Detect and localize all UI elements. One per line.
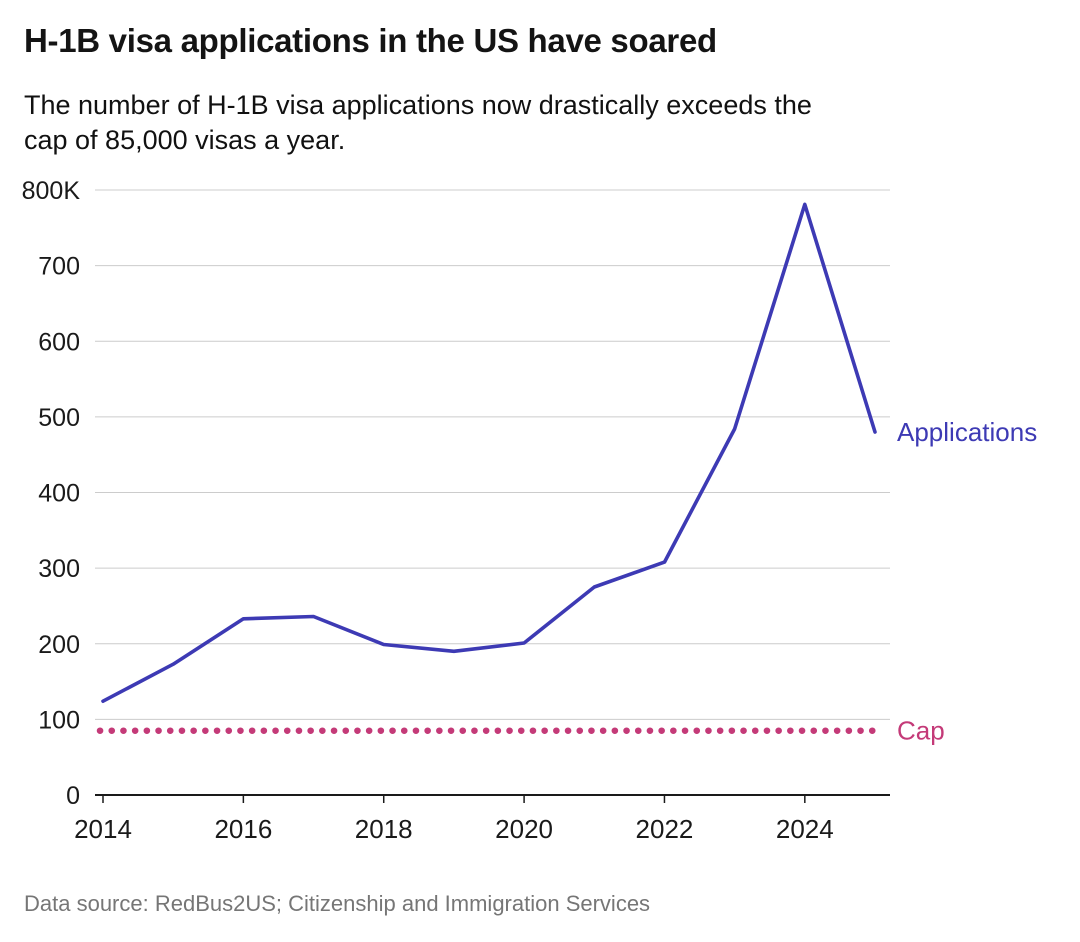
y-axis-tick-label: 600: [38, 328, 80, 356]
data-source: Data source: RedBus2US; Citizenship and …: [24, 891, 651, 916]
y-axis-tick-label: 700: [38, 253, 80, 281]
x-axis-tick-label: 2014: [74, 814, 132, 844]
chart-subtitle: The number of H-1B visa applications now…: [24, 90, 812, 156]
x-axis-tick-label: 2018: [355, 814, 413, 844]
applications-series-label: Applications: [897, 417, 1037, 447]
y-axis-tick-label: 800K: [22, 177, 81, 205]
cap-series-label: Cap: [897, 716, 945, 746]
y-axis-tick-label: 300: [38, 555, 80, 583]
chart-title: H-1B visa applications in the US have so…: [24, 22, 717, 59]
x-axis-tick-label: 2016: [214, 814, 272, 844]
y-axis-tick-label: 100: [38, 706, 80, 734]
applications-line: [101, 202, 877, 704]
x-axis-tick-label: 2020: [495, 814, 553, 844]
y-axis-tick-label: 200: [38, 631, 80, 659]
x-axis-tick-label: 2024: [776, 814, 834, 844]
y-axis-tick-label: 500: [38, 404, 80, 432]
x-axis-tick-label: 2022: [636, 814, 694, 844]
y-axis-tick-label: 400: [38, 480, 80, 508]
y-axis-tick-label: 0: [66, 782, 80, 810]
